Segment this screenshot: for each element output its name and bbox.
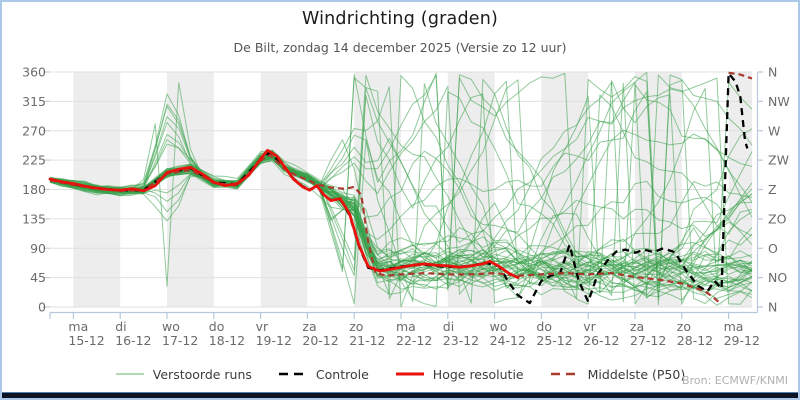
y-right-tick-label: ZW	[768, 153, 789, 168]
x-tick-label-date: 20-12	[302, 333, 338, 348]
legend-label: Middelste (P50)	[587, 366, 686, 382]
y-right-tick-label: N	[768, 300, 777, 315]
median-p50-line	[728, 71, 753, 80]
x-tick-label-day: ma	[724, 319, 744, 334]
legend-item-verstoorde-runs: Verstoorde runs	[115, 367, 252, 382]
ensemble-line	[49, 156, 753, 289]
x-tick-label-date: 19-12	[256, 333, 292, 348]
x-tick-label-date: 18-12	[209, 333, 245, 348]
ensemble-line	[49, 116, 753, 285]
chart-subtitle: De Bilt, zondag 14 december 2025 (Versie…	[233, 40, 567, 55]
x-tick-label-day: za	[302, 319, 316, 334]
x-tick-label-date: 23-12	[443, 333, 479, 348]
x-tick-label-date: 15-12	[68, 333, 104, 348]
x-tick-label-date: 17-12	[162, 333, 198, 348]
x-tick-label-date: 25-12	[536, 333, 572, 348]
y-right-tick-label: NO	[768, 270, 787, 285]
y-right-tick-label: W	[768, 123, 780, 138]
ensemble-line	[49, 151, 753, 270]
y-tick-label: 45	[30, 270, 46, 285]
x-tick-label-day: wo	[490, 319, 508, 334]
y-tick-label: 135	[22, 211, 46, 226]
legend-item-middelste-p50-: Middelste (P50)	[550, 366, 686, 382]
ensemble-line	[49, 150, 753, 301]
ensemble-line	[49, 121, 753, 281]
legend-swatch-solid	[115, 373, 144, 375]
bottom-window-edge	[2, 392, 798, 398]
y-right-tick-label: ZO	[768, 211, 787, 226]
x-tick-label-day: ma	[68, 319, 88, 334]
x-tick-label-day: za	[630, 319, 644, 334]
y-tick-label: 270	[22, 123, 46, 138]
legend-swatch-solid	[395, 372, 424, 376]
ensemble-line	[50, 93, 753, 273]
legend-item-hoge-resolutie: Hoge resolutie	[395, 367, 524, 382]
y-right-tick-label: NW	[768, 94, 790, 109]
y-right-tick-label: N	[768, 65, 777, 80]
y-tick-label: 0	[38, 300, 46, 315]
legend-swatch-dashed	[550, 372, 579, 376]
x-tick-label-date: 27-12	[630, 333, 666, 348]
legend-swatch-dashed	[278, 372, 307, 376]
x-tick-label-day: zo	[349, 319, 363, 334]
y-right-tick-label: O	[768, 241, 778, 256]
ensemble-line	[49, 152, 753, 282]
median-p50-line	[49, 153, 723, 306]
x-tick-label-date: 22-12	[396, 333, 432, 348]
ensemble-line	[49, 82, 753, 290]
x-tick-label-date: 16-12	[115, 333, 151, 348]
ensemble-line	[49, 72, 753, 289]
y-tick-label: 360	[22, 65, 46, 80]
ensemble-line	[49, 77, 753, 305]
legend-label: Controle	[315, 366, 369, 382]
x-tick-label-date: 28-12	[677, 333, 713, 348]
x-tick-label-date: 26-12	[583, 333, 619, 348]
chart-title: Windrichting (graden)	[301, 9, 499, 29]
x-tick-label-day: do	[209, 319, 225, 334]
x-tick-label-day: di	[443, 319, 454, 334]
ensemble-line	[49, 154, 753, 283]
x-tick-label-day: vr	[256, 319, 269, 334]
x-tick-label-day: di	[115, 319, 126, 334]
x-tick-label-day: ma	[396, 319, 416, 334]
x-tick-label-day: zo	[677, 319, 691, 334]
y-tick-label: 180	[22, 182, 46, 197]
x-tick-label-day: vr	[583, 319, 596, 334]
x-tick-label-day: do	[536, 319, 552, 334]
source-credit: Bron: ECMWF/KNMI	[682, 374, 788, 387]
legend-label: Hoge resolutie	[432, 366, 524, 382]
chart-legend: Verstoorde runs Controle Hoge resolutie Mid…	[2, 363, 798, 385]
x-tick-label-date: 21-12	[349, 333, 385, 348]
legend-item-controle: Controle	[278, 367, 369, 382]
x-tick-label-date: 24-12	[490, 333, 526, 348]
ensemble-line	[49, 129, 753, 240]
ensemble-line	[49, 80, 753, 308]
y-tick-label: 225	[22, 153, 46, 168]
legend-label: Verstoorde runs	[152, 366, 252, 382]
y-tick-label: 315	[22, 94, 46, 109]
y-right-tick-label: Z	[768, 182, 777, 197]
x-tick-label-day: wo	[162, 319, 180, 334]
y-tick-label: 90	[30, 241, 46, 256]
ensemble-line	[49, 75, 753, 304]
hires-line	[48, 148, 520, 279]
x-tick-label-date: 29-12	[724, 333, 760, 348]
